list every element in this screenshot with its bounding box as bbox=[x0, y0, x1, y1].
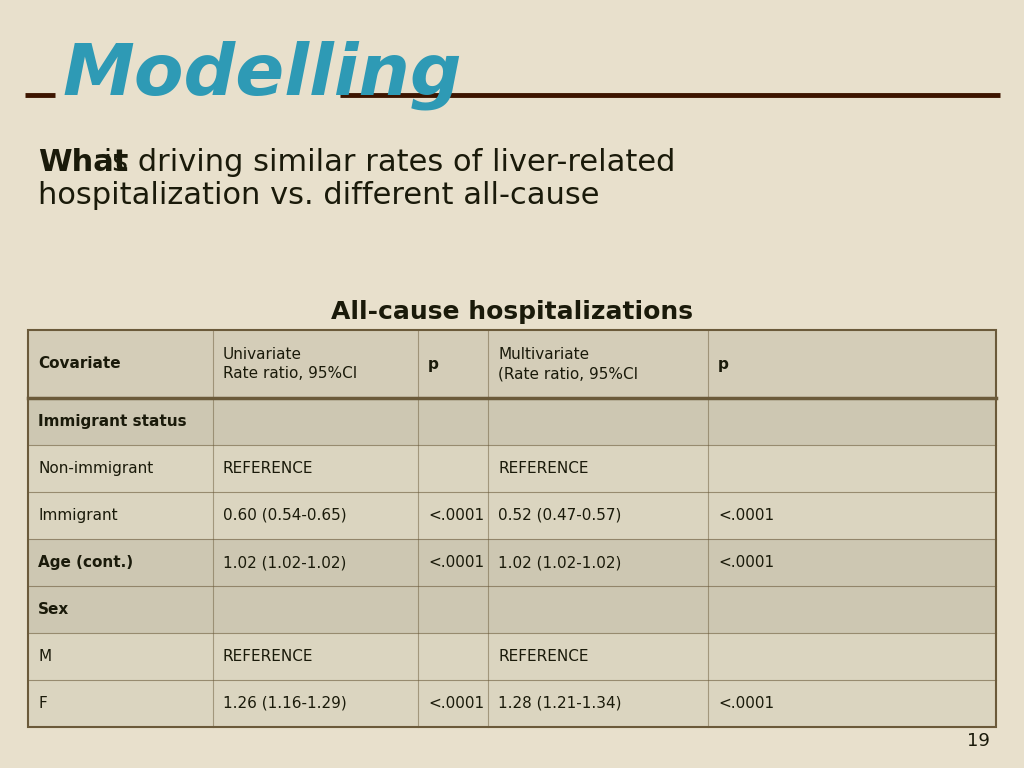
Text: <.0001: <.0001 bbox=[718, 508, 774, 523]
Text: Sex: Sex bbox=[38, 602, 70, 617]
Bar bbox=[28, 398, 996, 445]
Text: <.0001: <.0001 bbox=[428, 696, 484, 711]
Text: p: p bbox=[718, 356, 729, 372]
Text: <.0001: <.0001 bbox=[718, 696, 774, 711]
Text: is driving similar rates of liver-related: is driving similar rates of liver-relate… bbox=[94, 148, 676, 177]
Text: M: M bbox=[38, 649, 51, 664]
Text: 1.28 (1.21-1.34): 1.28 (1.21-1.34) bbox=[498, 696, 622, 711]
Text: <.0001: <.0001 bbox=[428, 555, 484, 570]
Text: Immigrant status: Immigrant status bbox=[38, 414, 186, 429]
Bar bbox=[28, 330, 996, 398]
Text: REFERENCE: REFERENCE bbox=[498, 461, 589, 476]
Text: All-cause hospitalizations: All-cause hospitalizations bbox=[331, 300, 693, 324]
Text: REFERENCE: REFERENCE bbox=[223, 649, 313, 664]
Bar bbox=[28, 680, 996, 727]
Text: F: F bbox=[38, 696, 47, 711]
Bar bbox=[28, 445, 996, 492]
Text: REFERENCE: REFERENCE bbox=[498, 649, 589, 664]
Bar bbox=[28, 586, 996, 633]
Text: Immigrant: Immigrant bbox=[38, 508, 118, 523]
Text: 1.26 (1.16-1.29): 1.26 (1.16-1.29) bbox=[223, 696, 347, 711]
Text: 0.52 (0.47-0.57): 0.52 (0.47-0.57) bbox=[498, 508, 622, 523]
Text: Non-immigrant: Non-immigrant bbox=[38, 461, 154, 476]
Bar bbox=[28, 492, 996, 539]
Text: Multivariate
(Rate ratio, 95%CI: Multivariate (Rate ratio, 95%CI bbox=[498, 346, 638, 382]
Text: <.0001: <.0001 bbox=[718, 555, 774, 570]
Text: 0.60 (0.54-0.65): 0.60 (0.54-0.65) bbox=[223, 508, 347, 523]
Text: Covariate: Covariate bbox=[38, 356, 121, 372]
Text: hospitalization vs. different all-cause: hospitalization vs. different all-cause bbox=[38, 181, 599, 210]
Text: 1.02 (1.02-1.02): 1.02 (1.02-1.02) bbox=[223, 555, 346, 570]
Text: 19: 19 bbox=[967, 732, 990, 750]
Text: p: p bbox=[428, 356, 439, 372]
Bar bbox=[28, 539, 996, 586]
Text: 1.02 (1.02-1.02): 1.02 (1.02-1.02) bbox=[498, 555, 622, 570]
Bar bbox=[28, 633, 996, 680]
Text: REFERENCE: REFERENCE bbox=[223, 461, 313, 476]
Text: <.0001: <.0001 bbox=[428, 508, 484, 523]
Text: Univariate
Rate ratio, 95%CI: Univariate Rate ratio, 95%CI bbox=[223, 346, 357, 382]
Text: What: What bbox=[38, 148, 128, 177]
Text: Modelling: Modelling bbox=[62, 40, 462, 110]
Bar bbox=[28, 330, 996, 727]
Text: Age (cont.): Age (cont.) bbox=[38, 555, 133, 570]
